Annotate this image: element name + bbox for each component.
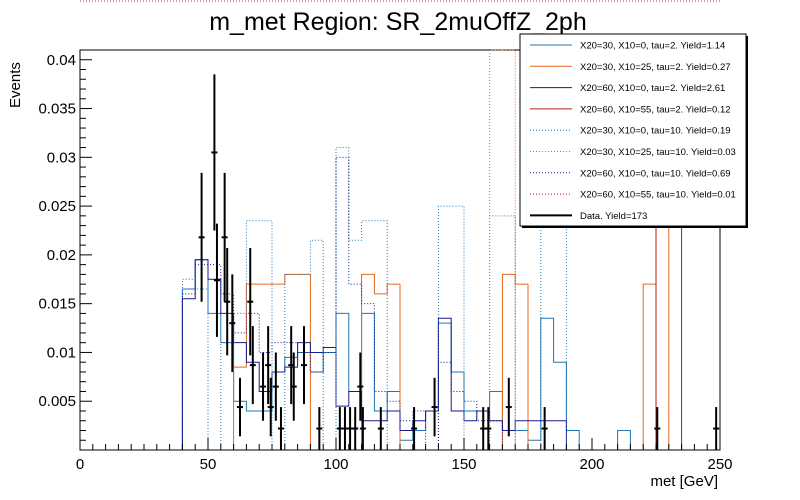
data-point-10: [260, 352, 267, 421]
data-point-20: [341, 407, 348, 450]
y-axis-label: Events: [7, 62, 24, 108]
y-tick-label: 0.02: [47, 247, 76, 264]
x-tick-label: 250: [707, 456, 732, 473]
histogram-series-2: [233, 215, 670, 450]
data-point-7: [237, 377, 243, 437]
data-point-11: [265, 326, 272, 405]
legend-entry-9: Data. Yield=173: [530, 211, 647, 222]
data-layer: [198, 74, 720, 450]
legend-label: X20=60, X10=55, tau=2. Yield=0.12: [580, 104, 731, 115]
data-point-21: [347, 407, 354, 450]
legend-label: X20=60, X10=0, tau=10. Yield=0.69: [580, 168, 731, 179]
data-point-2: [211, 74, 218, 231]
x-tick-label: 100: [323, 456, 348, 473]
data-point-13: [272, 352, 279, 421]
y-tick-label: 0.025: [38, 198, 76, 215]
legend-label: X20=30, X10=0, tau=10. Yield=0.19: [580, 126, 731, 137]
data-point-31: [541, 407, 548, 450]
data-point-33: [713, 407, 720, 450]
legend-label: X20=30, X10=0, tau=2. Yield=1.14: [580, 41, 725, 52]
legend-label: X20=30, X10=25, tau=2. Yield=0.27: [580, 62, 731, 73]
data-point-17: [301, 326, 307, 405]
y-tick-label: 0.015: [38, 296, 76, 313]
histogram-series-5: [181, 147, 567, 450]
x-tick-label: 200: [579, 456, 604, 473]
legend-entry-1: X20=30, X10=0, tau=2. Yield=1.14: [530, 41, 725, 52]
data-point-6: [229, 274, 236, 372]
y-tick-label: 0.005: [38, 393, 76, 410]
data-point-1: [198, 172, 205, 302]
legend-entry-8: X20=60, X10=55, tau=10. Yield=0.01: [530, 190, 736, 201]
y-tick-label: 0.03: [47, 149, 76, 166]
histogram-series-6: [489, 49, 516, 450]
data-point-5: [224, 248, 231, 356]
data-point-27: [431, 377, 438, 437]
data-point-32: [654, 407, 661, 450]
x-tick-label: 150: [451, 456, 476, 473]
data-point-30: [505, 377, 512, 437]
data-point-26: [411, 407, 418, 450]
legend-entry-4: X20=60, X10=55, tau=2. Yield=0.12: [530, 104, 731, 115]
y-tick-label: 0.035: [38, 101, 76, 118]
legend-entry-2: X20=30, X10=25, tau=2. Yield=0.27: [530, 62, 731, 73]
legend-entry-3: X20=60, X10=0, tau=2. Yield=2.61: [530, 83, 725, 94]
data-point-18: [316, 407, 323, 450]
x-tick-label: 0: [76, 456, 84, 473]
data-point-25: [377, 407, 384, 450]
series-layer: [181, 49, 683, 450]
data-point-19: [336, 407, 343, 450]
data-point-16: [290, 352, 297, 421]
histogram-series-7: [181, 156, 503, 450]
legend-entry-6: X20=30, X10=25, tau=10. Yield=0.03: [530, 147, 736, 158]
data-point-23: [357, 352, 364, 421]
data-point-12: [267, 377, 274, 437]
y-tick-label: 0.04: [47, 52, 76, 69]
data-point-24: [359, 407, 366, 450]
legend-label: X20=60, X10=55, tau=10. Yield=0.01: [580, 190, 736, 201]
x-tick-label: 50: [200, 456, 217, 473]
data-point-28: [480, 407, 487, 450]
data-point-8: [247, 248, 254, 356]
legend-entry-5: X20=30, X10=0, tau=10. Yield=0.19: [530, 126, 731, 137]
data-point-4: [221, 172, 228, 302]
chart-title: m_met Region: SR_2muOffZ_2ph: [209, 8, 587, 36]
data-point-9: [249, 326, 256, 405]
data-point-3: [213, 223, 220, 337]
legend-label: Data. Yield=173: [580, 211, 647, 222]
y-tick-label: 0.01: [47, 344, 76, 361]
data-point-22: [352, 407, 359, 450]
histogram-series-3: [181, 259, 567, 450]
legend-label: X20=60, X10=0, tau=2. Yield=2.61: [580, 83, 725, 94]
data-point-14: [277, 407, 284, 450]
x-axis-label: met [GeV]: [650, 473, 718, 490]
legend: X20=30, X10=0, tau=2. Yield=1.14 X20=30, …: [519, 33, 748, 228]
data-point-29: [485, 407, 492, 450]
legend-entry-7: X20=60, X10=0, tau=10. Yield=0.69: [530, 168, 731, 179]
legend-label: X20=30, X10=25, tau=10. Yield=0.03: [580, 147, 736, 158]
axes-layer: 0 50 100 150 200 250 0.005 0.01 0.015 0.02 0.025 0.…: [38, 52, 732, 473]
